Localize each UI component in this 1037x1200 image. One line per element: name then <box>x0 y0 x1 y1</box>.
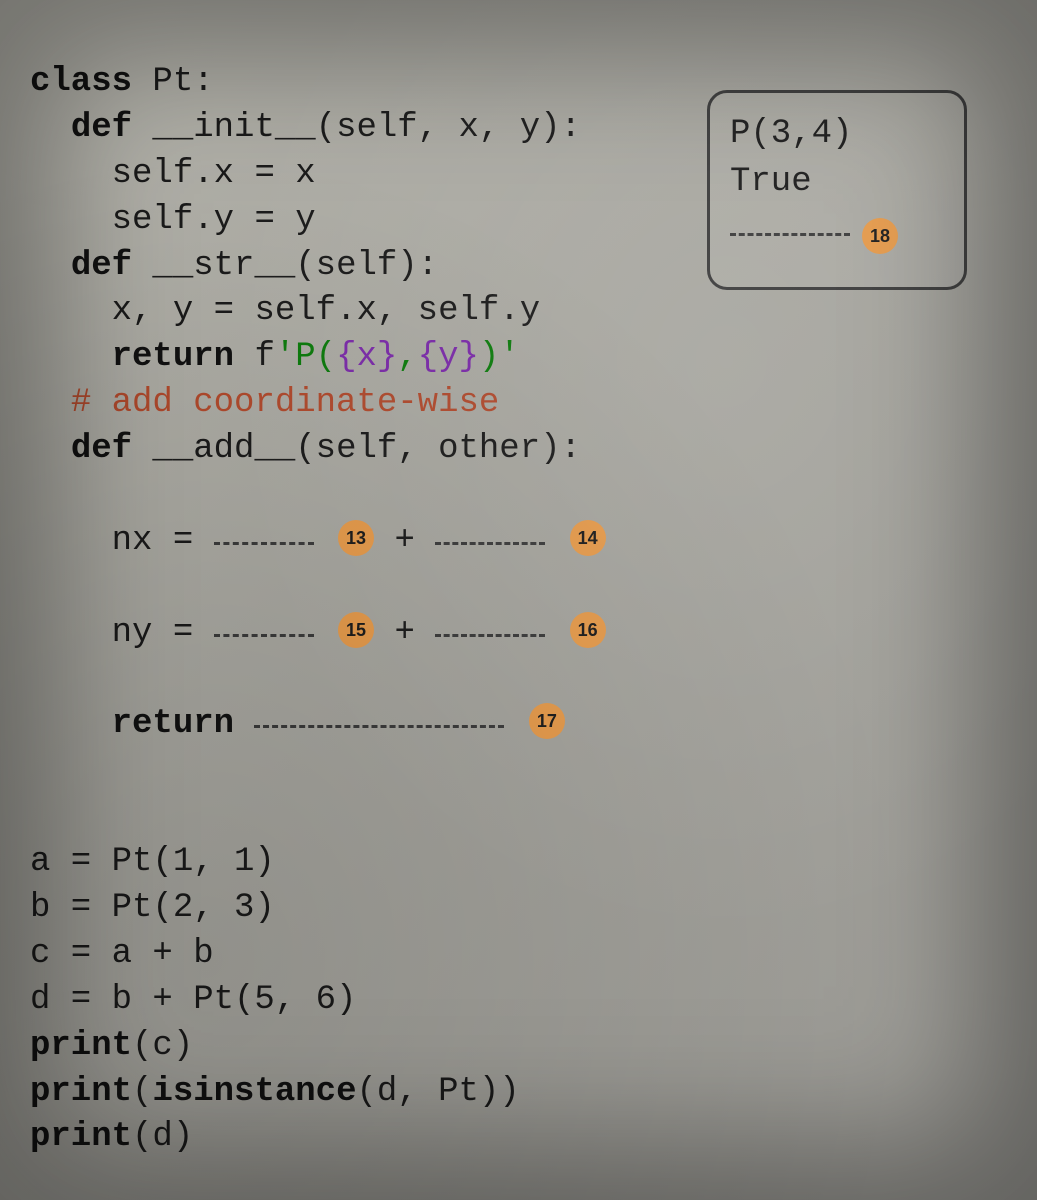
blank-15[interactable] <box>214 634 314 637</box>
stmt-a: a = Pt(1, 1) <box>30 843 275 881</box>
kw-isinstance: isinstance <box>152 1073 356 1111</box>
fprefix: f <box>234 338 275 376</box>
init-body-1: self.x = x <box>112 155 316 193</box>
kw-print-isinstance: print <box>30 1073 132 1111</box>
kw-return-add: return <box>112 705 234 743</box>
print-d-arg: (d) <box>132 1118 193 1156</box>
kw-def-str: def <box>71 247 132 285</box>
kw-print-c: print <box>30 1027 132 1065</box>
worksheet-page: P(3,4) True 18 class Pt: def __init__(se… <box>0 0 1037 1200</box>
str-body-1: x, y = self.x, self.y <box>112 292 540 330</box>
str-sig: __str__(self): <box>132 247 438 285</box>
badge-13: 13 <box>338 520 374 556</box>
init-sig: __init__(self, x, y): <box>132 109 581 147</box>
ny-label: ny = <box>112 614 214 652</box>
kw-def-add: def <box>71 430 132 468</box>
output-blank-row: 18 <box>730 220 944 256</box>
plus-1: + <box>374 522 435 560</box>
str-close: )' <box>479 338 520 376</box>
fexpr-y: {y} <box>418 338 479 376</box>
plus-2: + <box>374 614 435 652</box>
str-comma: , <box>397 338 417 376</box>
blank-14[interactable] <box>435 542 545 545</box>
output-line-1: P(3,4) <box>730 111 944 159</box>
fexpr-x: {x} <box>336 338 397 376</box>
comment-add: # add coordinate-wise <box>71 384 499 422</box>
blank-13[interactable] <box>214 542 314 545</box>
print-c-arg: (c) <box>132 1027 193 1065</box>
pi-args: (d, Pt)) <box>356 1073 519 1111</box>
badge-17: 17 <box>529 703 565 739</box>
badge-16: 16 <box>570 612 606 648</box>
stmt-c: c = a + b <box>30 935 214 973</box>
kw-def-init: def <box>71 109 132 147</box>
nx-label: nx = <box>112 522 214 560</box>
blank-16[interactable] <box>435 634 545 637</box>
badge-14: 14 <box>570 520 606 556</box>
str-open: 'P( <box>275 338 336 376</box>
blank-18[interactable] <box>730 233 850 236</box>
output-line-2: True <box>730 159 944 207</box>
blank-17[interactable] <box>254 725 504 728</box>
kw-class: class <box>30 63 132 101</box>
init-body-2: self.y = y <box>112 201 316 239</box>
badge-18: 18 <box>862 218 898 254</box>
badge-15: 15 <box>338 612 374 648</box>
expected-output-box: P(3,4) True 18 <box>707 90 967 290</box>
kw-print-d: print <box>30 1118 132 1156</box>
add-sig: __add__(self, other): <box>132 430 581 468</box>
stmt-b: b = Pt(2, 3) <box>30 889 275 927</box>
pi-paren: ( <box>132 1073 152 1111</box>
kw-return-str: return <box>112 338 234 376</box>
class-name: Pt: <box>132 63 214 101</box>
stmt-d: d = b + Pt(5, 6) <box>30 981 356 1019</box>
